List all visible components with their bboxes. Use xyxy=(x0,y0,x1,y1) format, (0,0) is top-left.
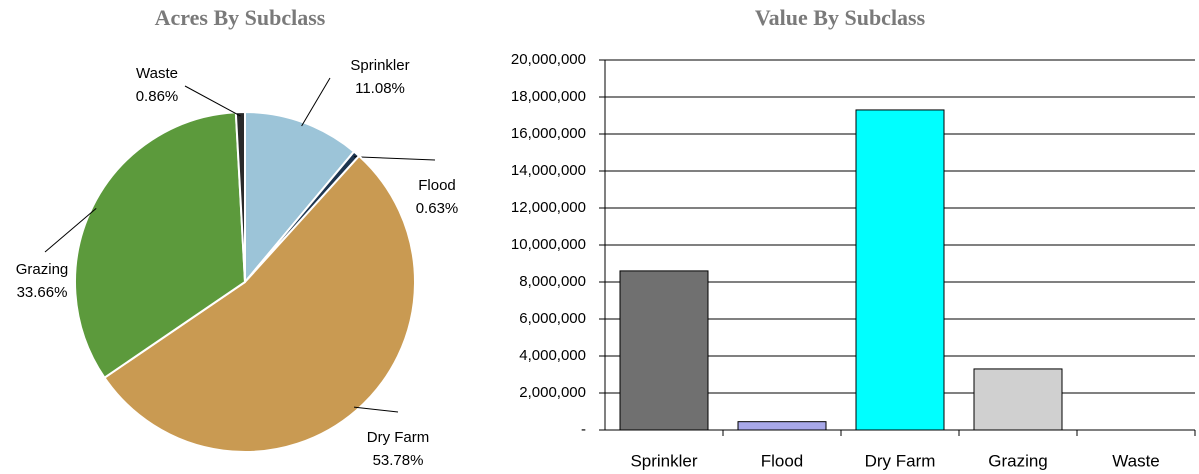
y-tick-label: 10,000,000 xyxy=(511,236,586,253)
y-tick-label: 8,000,000 xyxy=(519,273,586,290)
slice-value-label: 33.66% xyxy=(17,284,68,301)
leader-line xyxy=(301,77,331,127)
slice-label: Waste xyxy=(136,65,178,82)
pie-slice xyxy=(103,154,416,453)
pie-slice xyxy=(234,110,246,283)
y-tick-label: 14,000,000 xyxy=(511,162,586,179)
y-tick-label: 2,000,000 xyxy=(519,384,586,401)
slice-value-label: 11.08% xyxy=(355,80,405,97)
leader-line xyxy=(353,406,399,413)
y-tick-label: 4,000,000 xyxy=(519,347,586,364)
chart-title: Acres By Subclass xyxy=(155,5,326,30)
slice-label: Flood xyxy=(418,177,456,194)
x-tick-label: Sprinkler xyxy=(630,451,697,470)
chart-title: Value By Subclass xyxy=(755,5,926,30)
y-tick-label: 12,000,000 xyxy=(511,199,586,216)
leader-line xyxy=(353,156,436,161)
slice-value-label: 53.78% xyxy=(373,452,424,469)
bar xyxy=(619,270,709,431)
slice-value-label: 0.63% xyxy=(416,200,459,217)
slice-label: Grazing xyxy=(16,261,69,278)
y-tick-label: 6,000,000 xyxy=(519,310,586,327)
y-tick-label: 18,000,000 xyxy=(511,88,586,105)
x-tick-label: Waste xyxy=(1112,451,1160,470)
leader-line xyxy=(184,85,241,117)
bar xyxy=(855,109,945,431)
leader-line xyxy=(44,208,97,253)
x-tick-label: Grazing xyxy=(988,451,1048,470)
y-tick-label: 20,000,000 xyxy=(511,51,586,68)
slice-value-label: 0.86% xyxy=(136,88,179,105)
y-tick-label: - xyxy=(581,421,586,438)
x-tick-label: Flood xyxy=(761,451,804,470)
bar xyxy=(973,368,1063,431)
bar xyxy=(737,421,827,431)
pie-slice xyxy=(244,110,356,285)
slice-label: Dry Farm xyxy=(367,429,430,446)
pie-slice xyxy=(74,111,247,380)
slice-label: Sprinkler xyxy=(350,57,409,74)
y-tick-label: 16,000,000 xyxy=(511,125,586,142)
x-tick-label: Dry Farm xyxy=(865,451,936,470)
